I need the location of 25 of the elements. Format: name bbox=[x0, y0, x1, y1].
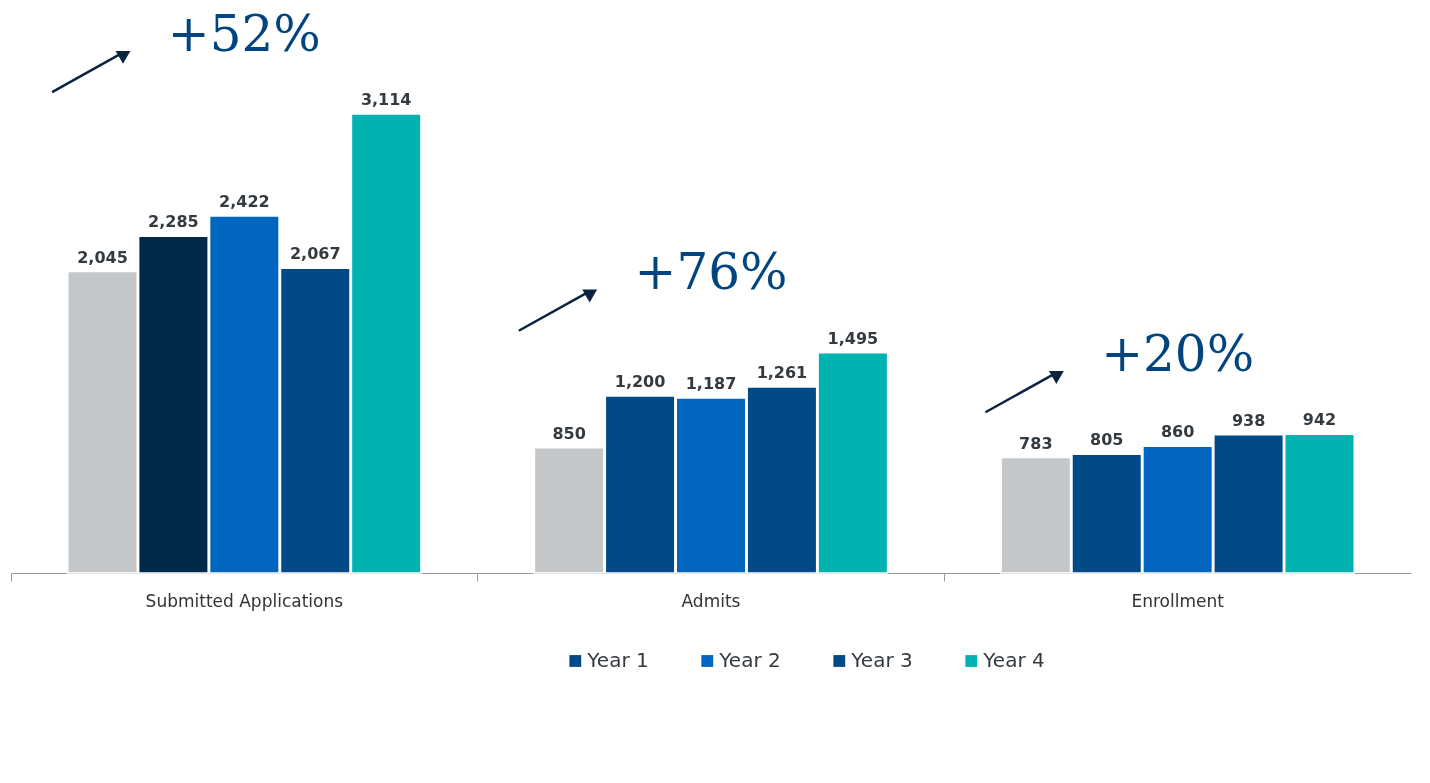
data-label: 850 bbox=[552, 423, 586, 443]
data-label: 938 bbox=[1231, 410, 1266, 430]
x-tick-label: Admits bbox=[681, 590, 741, 611]
data-label: 1,261 bbox=[756, 363, 808, 383]
data-label: 2,045 bbox=[77, 247, 128, 267]
legend-label: Year 3 bbox=[850, 648, 913, 672]
data-label: 2,285 bbox=[148, 212, 199, 232]
data-label: 1,495 bbox=[827, 328, 879, 348]
data-label: 1,200 bbox=[614, 372, 666, 392]
data-label: 783 bbox=[1019, 433, 1053, 453]
data-label: 3,114 bbox=[360, 89, 412, 109]
x-tick-label: Submitted Applications bbox=[145, 590, 344, 611]
data-label: 2,067 bbox=[289, 244, 341, 264]
legend-label: Year 1 bbox=[586, 648, 649, 672]
legend-label: Year 4 bbox=[982, 648, 1045, 672]
annotation: +20% bbox=[1101, 324, 1255, 383]
data-label: 942 bbox=[1302, 410, 1337, 430]
data-label: 860 bbox=[1160, 422, 1195, 442]
legend-label: Year 2 bbox=[718, 648, 781, 672]
annotation: +76% bbox=[634, 243, 788, 302]
data-label: 805 bbox=[1090, 430, 1124, 450]
data-label: 1,187 bbox=[685, 374, 737, 394]
x-tick-label: Enrollment bbox=[1131, 590, 1225, 611]
data-label: 2,422 bbox=[219, 191, 270, 211]
text: +52% bbox=[167, 4, 321, 63]
